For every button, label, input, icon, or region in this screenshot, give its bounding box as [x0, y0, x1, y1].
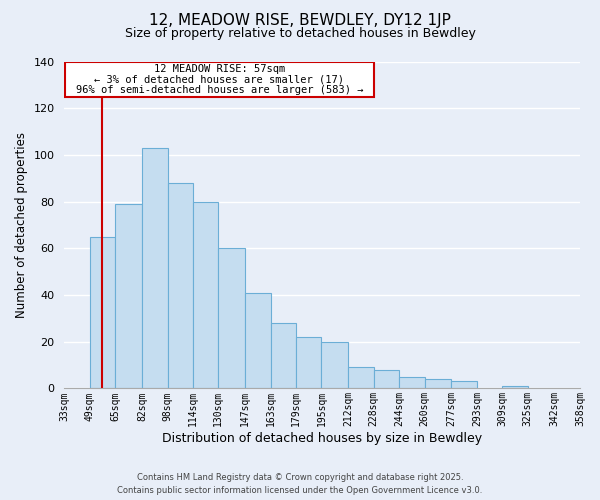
- Bar: [245, 292, 271, 388]
- Text: Contains HM Land Registry data © Crown copyright and database right 2025.
Contai: Contains HM Land Registry data © Crown c…: [118, 474, 482, 495]
- Bar: [90, 236, 115, 388]
- Bar: [374, 370, 399, 388]
- Bar: [425, 379, 451, 388]
- Bar: [502, 386, 527, 388]
- Bar: [167, 183, 193, 388]
- Bar: [142, 148, 167, 388]
- Y-axis label: Number of detached properties: Number of detached properties: [15, 132, 28, 318]
- Text: 12, MEADOW RISE, BEWDLEY, DY12 1JP: 12, MEADOW RISE, BEWDLEY, DY12 1JP: [149, 12, 451, 28]
- Text: 96% of semi-detached houses are larger (583) →: 96% of semi-detached houses are larger (…: [76, 85, 363, 95]
- Text: Size of property relative to detached houses in Bewdley: Size of property relative to detached ho…: [125, 28, 475, 40]
- Text: 12 MEADOW RISE: 57sqm: 12 MEADOW RISE: 57sqm: [154, 64, 285, 74]
- Text: ← 3% of detached houses are smaller (17): ← 3% of detached houses are smaller (17): [94, 74, 344, 85]
- Bar: [451, 382, 477, 388]
- Bar: [218, 248, 245, 388]
- Bar: [115, 204, 142, 388]
- Bar: [296, 337, 322, 388]
- Bar: [193, 202, 218, 388]
- Bar: [271, 323, 296, 388]
- Bar: [322, 342, 349, 388]
- Bar: [399, 376, 425, 388]
- Bar: [349, 368, 374, 388]
- FancyBboxPatch shape: [65, 62, 374, 96]
- X-axis label: Distribution of detached houses by size in Bewdley: Distribution of detached houses by size …: [162, 432, 482, 445]
